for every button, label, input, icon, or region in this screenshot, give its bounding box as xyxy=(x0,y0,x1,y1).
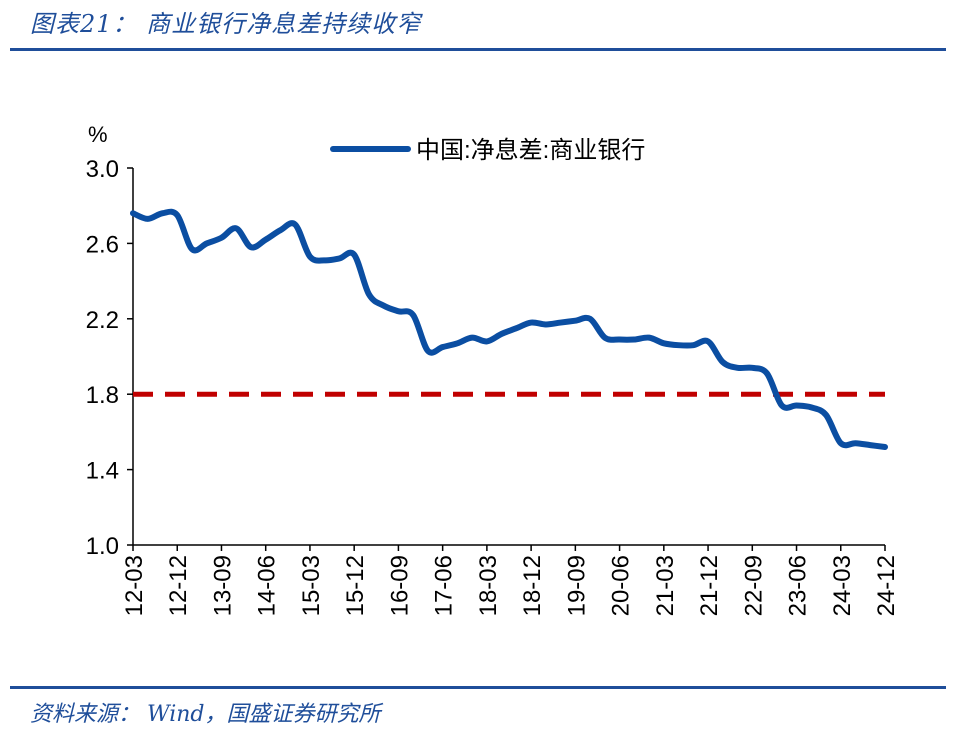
data-point xyxy=(132,212,134,215)
data-point xyxy=(722,361,724,363)
x-tick-label: 18-12 xyxy=(519,555,546,616)
x-tick-label: 15-03 xyxy=(298,555,325,616)
data-point xyxy=(191,248,193,250)
data-point xyxy=(515,327,518,330)
data-point xyxy=(589,318,591,320)
x-tick-label: 18-03 xyxy=(475,555,502,616)
data-point xyxy=(766,372,768,375)
figure-title: 图表21： 商业银行净息差持续收窄 xyxy=(30,10,422,38)
data-point xyxy=(604,336,606,339)
data-point xyxy=(486,340,488,343)
x-tick-label: 14-06 xyxy=(254,555,281,616)
x-tick-label: 13-09 xyxy=(209,555,236,616)
x-tick-label: 12-03 xyxy=(121,555,148,616)
x-tick-label: 16-09 xyxy=(386,555,413,616)
data-point xyxy=(338,257,341,260)
x-tick-label: 15-12 xyxy=(342,555,369,616)
source-divider xyxy=(10,686,946,689)
data-point xyxy=(441,346,444,348)
y-tick-label: 3.0 xyxy=(86,156,119,183)
y-axis-unit-label: % xyxy=(88,122,108,147)
data-point xyxy=(427,350,429,352)
y-tick-labels: 3.0 2.6 2.2 1.8 1.4 1.0 xyxy=(86,156,119,560)
y-tick-label: 1.8 xyxy=(86,382,119,409)
data-point xyxy=(780,404,783,407)
data-point xyxy=(264,238,267,241)
x-tick-label: 23-06 xyxy=(785,555,812,616)
data-point xyxy=(382,304,385,307)
legend: 中国:净息差:商业银行 xyxy=(330,137,645,164)
data-point xyxy=(707,340,709,343)
data-point xyxy=(205,242,208,245)
y-tick-label: 2.2 xyxy=(86,307,119,334)
series-group xyxy=(130,208,888,450)
data-point xyxy=(456,342,459,345)
data-point xyxy=(309,255,311,258)
x-tick-label: 20-06 xyxy=(608,555,635,616)
data-point xyxy=(161,212,164,215)
x-tick-label: 21-12 xyxy=(696,555,723,616)
data-point xyxy=(235,227,238,230)
data-point xyxy=(839,442,842,445)
x-tick-label: 19-09 xyxy=(563,555,590,616)
data-point xyxy=(810,406,813,409)
data-point xyxy=(869,444,872,446)
series-line xyxy=(130,208,888,450)
data-point xyxy=(353,253,355,256)
data-point xyxy=(736,367,739,369)
figure-source: 资料来源： Wind，国盛证券研究所 xyxy=(30,702,381,727)
data-point xyxy=(471,336,473,339)
net-interest-margin-chart: 3.0 2.6 2.2 1.8 1.4 1.0 % 12-03 12-12 13-09 14-0… xyxy=(86,122,900,616)
x-tick-label: 22-09 xyxy=(740,555,767,616)
x-tick-label: 24-12 xyxy=(873,555,900,616)
data-point xyxy=(397,310,400,313)
data-point xyxy=(545,323,547,326)
title-divider xyxy=(10,48,946,51)
data-point xyxy=(692,344,695,346)
data-point xyxy=(323,259,326,262)
data-point xyxy=(294,223,296,226)
x-tick-label: 17-06 xyxy=(431,555,458,616)
data-point xyxy=(250,246,252,248)
data-point xyxy=(574,319,577,322)
data-point xyxy=(884,446,886,448)
legend-label: 中国:净息差:商业银行 xyxy=(416,137,645,164)
data-point xyxy=(146,218,149,220)
data-point xyxy=(854,442,857,445)
x-tick-label: 24-03 xyxy=(829,555,856,616)
x-tick-label: 21-03 xyxy=(652,555,679,616)
x-tick-label: 12-12 xyxy=(165,555,192,616)
data-point xyxy=(412,314,414,316)
y-tick-label: 1.0 xyxy=(86,533,119,560)
y-tick-label: 2.6 xyxy=(86,231,119,258)
data-point xyxy=(795,404,798,407)
data-point xyxy=(677,344,680,346)
data-point xyxy=(648,336,650,339)
data-point xyxy=(500,333,503,335)
data-point xyxy=(751,367,754,369)
data-point xyxy=(368,293,370,296)
x-tick-labels: 12-03 12-12 13-09 14-06 15-03 15-12 16-09 17-06… xyxy=(121,555,900,616)
chart-axes xyxy=(127,167,886,551)
data-point xyxy=(559,321,562,324)
data-point xyxy=(663,342,665,345)
data-point xyxy=(618,338,621,341)
data-point xyxy=(825,414,827,416)
data-point xyxy=(220,236,223,239)
data-point xyxy=(530,321,532,324)
y-tick-label: 1.4 xyxy=(86,458,119,485)
data-point xyxy=(279,229,282,232)
data-point xyxy=(176,214,179,216)
data-point xyxy=(633,338,636,341)
